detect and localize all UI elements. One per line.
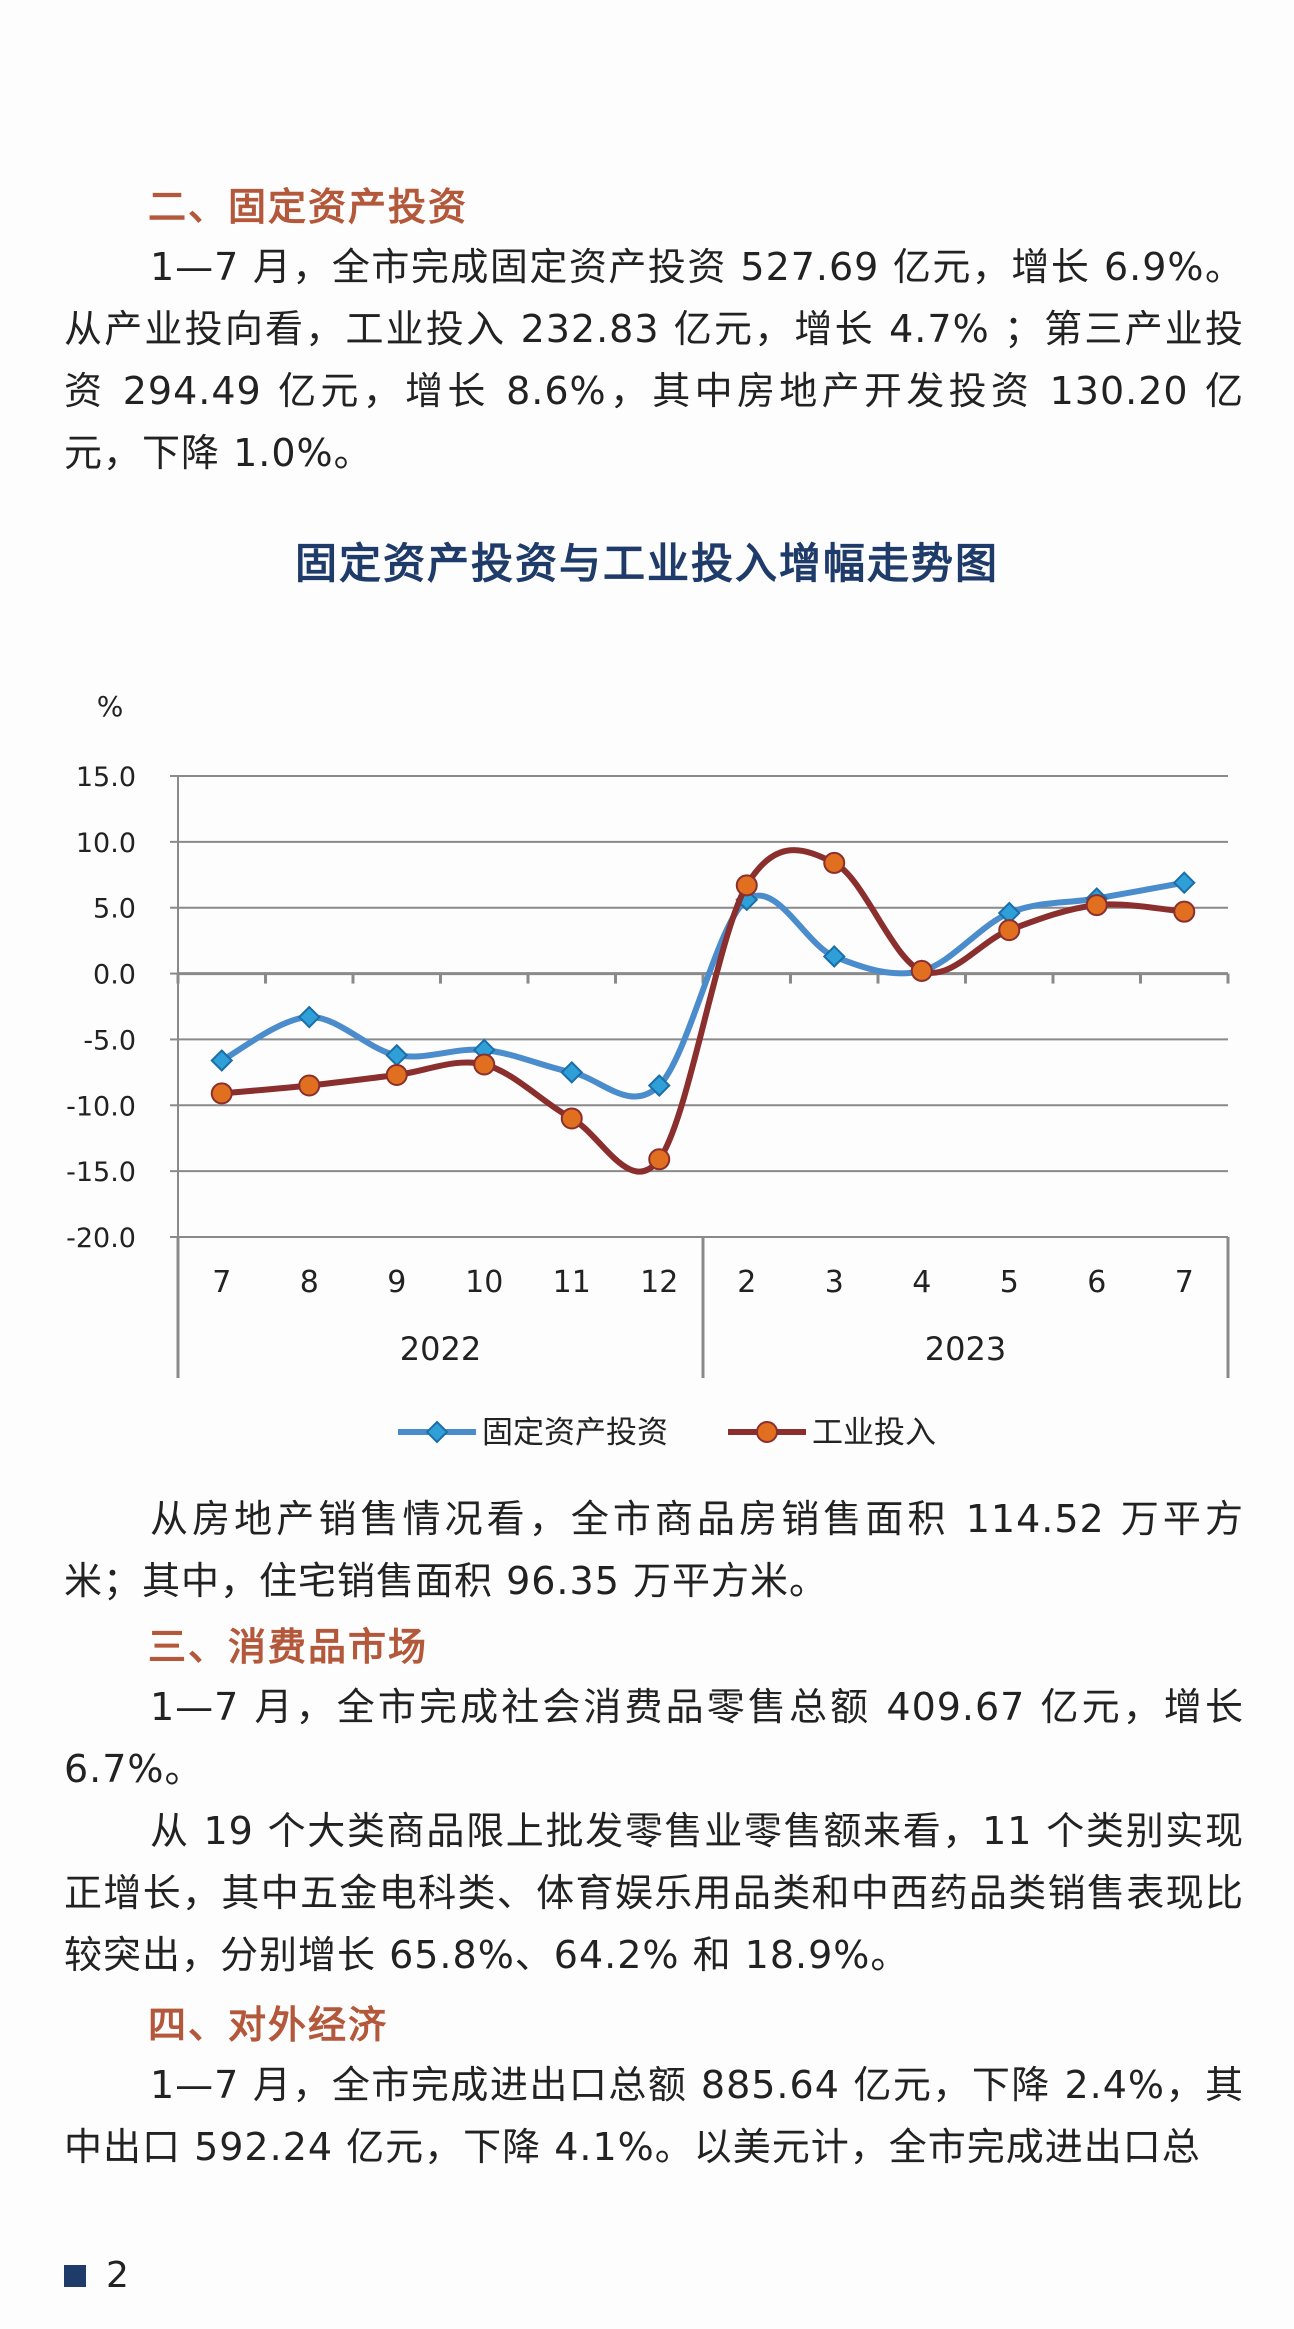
- x-tick-label: 8: [300, 1265, 319, 1300]
- x-tick-label: 5: [1000, 1265, 1019, 1300]
- data-point-circle: [823, 851, 846, 874]
- legend-marker-circle: [756, 1421, 778, 1443]
- section-heading-consumer-market: 三、消费品市场: [148, 1625, 429, 1669]
- year-group-label: 2022: [400, 1330, 481, 1368]
- year-group-label: 2023: [925, 1330, 1006, 1368]
- y-tick-label: 5.0: [93, 894, 136, 925]
- chart-series: [210, 847, 1196, 1175]
- x-tick-label: 10: [465, 1265, 503, 1300]
- x-tick-label: 9: [387, 1265, 406, 1300]
- data-point-diamond: [822, 945, 846, 968]
- data-point-diamond: [647, 1074, 671, 1097]
- paragraph-retail-categories: 从 19 个大类商品限上批发零售业零售额来看，11 个类别实现正增长，其中五金电…: [64, 1809, 1244, 1977]
- x-tick-label: 12: [640, 1265, 678, 1300]
- x-tick-label: 2: [737, 1265, 756, 1300]
- data-point-circle: [298, 1074, 321, 1097]
- y-tick-label: -5.0: [83, 1025, 136, 1056]
- line-chart: % 15.0 10.0 5.0 0.0 -5.0 -10.0 -15.0 -20.0 7 8 9 10 1…: [66, 690, 1230, 1451]
- data-point-circle: [735, 874, 758, 897]
- section-heading-fixed-asset: 二、固定资产投资: [148, 185, 469, 229]
- x-tick-label: 6: [1087, 1265, 1106, 1300]
- x-tick-label: 4: [912, 1265, 931, 1300]
- data-point-diamond: [210, 1049, 234, 1072]
- legend-marker-diamond: [425, 1420, 449, 1444]
- series-line-1: [218, 847, 1188, 1175]
- y-tick-label: 10.0: [76, 828, 136, 859]
- paragraph-import-export: 1—7 月，全市完成进出口总额 885.64 亿元，下降 2.4%，其中出口 5…: [64, 2063, 1244, 2169]
- y-tick-label: 15.0: [76, 762, 136, 793]
- x-tick-label: 7: [212, 1265, 231, 1300]
- data-point-circle: [385, 1063, 408, 1086]
- y-tick-label: 0.0: [93, 960, 136, 991]
- data-point-circle: [210, 1082, 233, 1105]
- data-point-circle: [998, 919, 1021, 942]
- data-point-diamond: [297, 1005, 321, 1029]
- data-point-diamond: [385, 1043, 409, 1067]
- data-point-circle: [910, 959, 933, 982]
- page-footer: 2: [64, 2255, 129, 2296]
- data-point-circle: [1173, 900, 1196, 923]
- paragraph-fixed-asset: 1—7 月，全市完成固定资产投资 527.69 亿元，增长 6.9%。从产业投向…: [64, 245, 1244, 475]
- y-tick-label: -10.0: [66, 1091, 136, 1122]
- paragraph-retail-total: 1—7 月，全市完成社会消费品零售总额 409.67 亿元，增长 6.7%。: [64, 1685, 1244, 1791]
- data-point-diamond: [560, 1060, 584, 1084]
- data-point-diamond: [1172, 871, 1196, 895]
- series-line-0: [218, 879, 1188, 1100]
- chart-legend: 固定资产投资 工业投入: [398, 1415, 936, 1451]
- chart-axes: % 15.0 10.0 5.0 0.0 -5.0 -10.0 -15.0 -20.0 7 8 9 10 1…: [66, 690, 1230, 1378]
- page-number: 2: [106, 2255, 129, 2296]
- data-point-circle: [560, 1107, 583, 1130]
- data-point-circle: [648, 1148, 671, 1171]
- chart-title: 固定资产投资与工业投入增幅走势图: [294, 539, 999, 588]
- section-heading-foreign-economy: 四、对外经济: [148, 2003, 389, 2047]
- legend-label-0: 固定资产投资: [482, 1415, 668, 1451]
- legend-label-1: 工业投入: [812, 1415, 936, 1451]
- paragraph-real-estate-sales: 从房地产销售情况看，全市商品房销售面积 114.52 万平方米；其中，住宅销售面…: [64, 1497, 1244, 1603]
- x-tick-label: 11: [553, 1265, 591, 1300]
- data-point-circle: [1085, 894, 1108, 917]
- x-tick-label: 7: [1175, 1265, 1194, 1300]
- y-tick-label: -20.0: [66, 1223, 136, 1254]
- x-tick-label: 3: [825, 1265, 844, 1300]
- data-point-circle: [473, 1053, 496, 1076]
- y-axis-unit-label: %: [97, 690, 124, 723]
- y-tick-label: -15.0: [66, 1157, 136, 1188]
- chart-grid: [178, 775, 1228, 1238]
- footer-square-icon: [64, 2264, 86, 2287]
